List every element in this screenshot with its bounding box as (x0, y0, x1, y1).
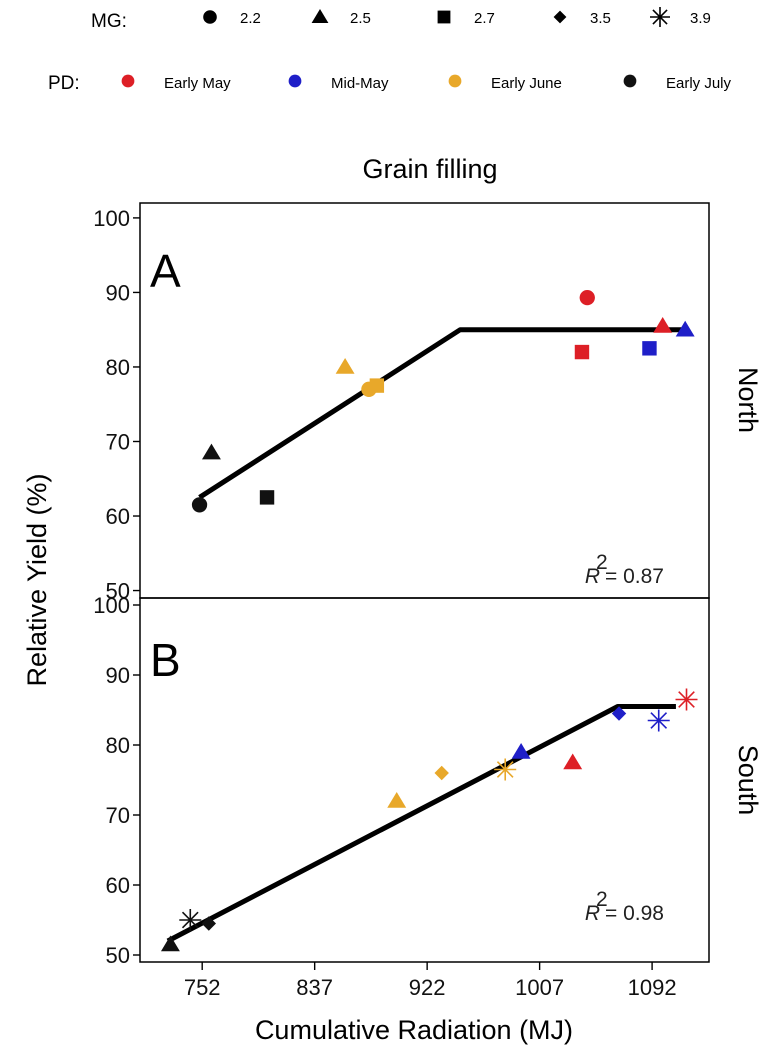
panel-north-y-axis: 50 60 70 80 90 100 (93, 206, 140, 604)
panel-south-letter: B (150, 634, 181, 686)
panel-south-r2-symbol: R (585, 902, 600, 925)
x-tick-label: 922 (409, 975, 446, 1000)
panel-north-r2: R 2 = 0.87 (585, 551, 664, 588)
data-point (494, 758, 517, 781)
y-tick-label: 80 (106, 355, 130, 380)
panel-north-r2-value: = 0.87 (605, 565, 664, 588)
x-tick-label: 1092 (628, 975, 677, 1000)
legend-mg-marker-0 (203, 10, 217, 24)
y-tick-label: 60 (106, 873, 130, 898)
panel-north-r2-exponent: 2 (596, 551, 608, 574)
y-tick-label: 90 (106, 663, 130, 688)
legend-mg-item-label: 2.2 (240, 10, 261, 27)
panel-north-strip-label: North (733, 367, 761, 433)
fit-line (166, 704, 676, 944)
legend-pd-item-label: Early July (666, 75, 732, 92)
data-point (335, 357, 355, 374)
data-point (179, 909, 202, 931)
panel-south-r2-exponent: 2 (596, 888, 608, 911)
y-tick-label: 70 (106, 803, 130, 828)
panel-north: A North R 2 = 0.87 50 60 70 80 90 100 (93, 202, 761, 604)
legend-pd-marker-3 (623, 74, 637, 88)
data-point (202, 443, 221, 460)
legend-mg-items: 2.2 2.5 2.7 3.5 3.9 (203, 7, 711, 27)
data-point (675, 320, 695, 337)
data-point (579, 290, 595, 306)
legend-mg-item-label: 2.7 (474, 10, 495, 27)
legend-mg-marker-3 (553, 10, 567, 24)
legend-mg-marker-4 (650, 7, 670, 27)
legend-pd-marker-2 (448, 74, 462, 88)
panel-south-r2: R 2 = 0.98 (585, 888, 664, 925)
panel-south: B South R 2 = 0.98 50 60 70 80 90 100 (93, 593, 761, 968)
legend-pd-item-label: Early June (491, 75, 562, 92)
panel-south-points (160, 688, 698, 952)
legend-pd-item-label: Mid-May (331, 75, 389, 92)
panel-north-letter: A (150, 245, 181, 297)
y-tick-label: 70 (106, 429, 130, 454)
data-point (434, 765, 449, 781)
legend-mg-marker-2 (437, 10, 451, 24)
data-point (511, 743, 531, 759)
y-axis-title: Relative Yield (%) (22, 473, 52, 686)
data-point (642, 341, 657, 356)
data-point (160, 935, 180, 952)
panel-north-r2-symbol: R (585, 565, 600, 588)
x-tick-label: 1007 (515, 975, 564, 1000)
legend-mg-marker-1 (311, 9, 329, 23)
data-point (647, 709, 670, 732)
panel-south-r2-value: = 0.98 (605, 902, 664, 925)
data-point (653, 316, 673, 333)
fit-line (198, 327, 686, 500)
x-axis-title: Cumulative Radiation (MJ) (255, 1015, 573, 1045)
x-axis: 752 837 922 1007 1092 (184, 962, 677, 1000)
legend-mg-item-label: 2.5 (350, 10, 371, 27)
data-point (259, 490, 275, 505)
panel-south-y-axis: 50 60 70 80 90 100 (93, 593, 140, 968)
y-tick-label: 50 (106, 943, 130, 968)
legend-pd-item-label: Early May (164, 75, 231, 92)
y-tick-label: 100 (93, 593, 130, 618)
legend-pd-label: PD: (48, 73, 80, 94)
data-point (201, 916, 217, 931)
legend-pd-marker-1 (288, 74, 302, 88)
panel-south-fit (166, 704, 676, 944)
data-point (191, 497, 208, 513)
panel-north-frame (139, 202, 710, 599)
x-tick-label: 752 (184, 975, 221, 1000)
legend-pd-marker-0 (121, 74, 135, 88)
chart-title: Grain filling (362, 154, 497, 184)
y-tick-label: 80 (106, 733, 130, 758)
data-point (369, 378, 385, 393)
panel-north-points (191, 290, 695, 513)
legend-pd-items: Early May Mid-May Early June Early July (121, 74, 732, 92)
panel-south-strip-label: South (733, 745, 761, 816)
data-point (675, 688, 698, 711)
data-point (563, 753, 583, 770)
legend-mg-label: MG: (91, 11, 127, 32)
y-tick-label: 60 (106, 504, 130, 529)
y-tick-label: 100 (93, 206, 130, 231)
panel-south-frame (139, 597, 710, 963)
data-point (611, 706, 627, 721)
panel-north-fit (198, 327, 686, 500)
y-tick-label: 90 (106, 280, 130, 305)
legend-mg-item-label: 3.5 (590, 10, 611, 27)
legend-pd: PD: Early May Mid-May Early June Early July (48, 73, 732, 94)
data-point (387, 792, 407, 808)
x-tick-label: 837 (296, 975, 333, 1000)
y-tick-label: 50 (106, 579, 130, 604)
legend-mg-item-label: 3.9 (690, 10, 711, 27)
data-point (574, 344, 590, 360)
legend-mg: MG: 2.2 2.5 2.7 3.5 3.9 (91, 7, 711, 32)
